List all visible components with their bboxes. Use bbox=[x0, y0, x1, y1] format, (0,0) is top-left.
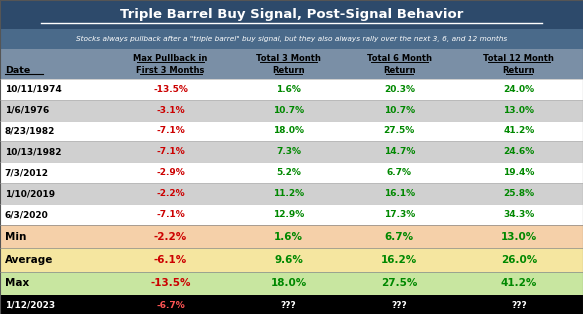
Text: Return: Return bbox=[272, 66, 305, 75]
Bar bbox=[0, 121, 583, 142]
Text: -13.5%: -13.5% bbox=[150, 278, 191, 288]
Text: -13.5%: -13.5% bbox=[153, 84, 188, 94]
Text: 7.3%: 7.3% bbox=[276, 148, 301, 156]
Text: 1/6/1976: 1/6/1976 bbox=[5, 106, 49, 115]
Bar bbox=[0, 49, 583, 78]
Text: 18.0%: 18.0% bbox=[271, 278, 307, 288]
Text: Max Pullback in: Max Pullback in bbox=[134, 54, 208, 63]
Text: 10.7%: 10.7% bbox=[273, 106, 304, 115]
Text: -3.1%: -3.1% bbox=[156, 106, 185, 115]
Text: 10/11/1974: 10/11/1974 bbox=[5, 84, 61, 94]
Bar bbox=[0, 162, 583, 183]
Text: First 3 Months: First 3 Months bbox=[136, 66, 205, 75]
Text: 26.0%: 26.0% bbox=[501, 255, 537, 265]
Bar bbox=[0, 225, 583, 248]
Text: 27.5%: 27.5% bbox=[384, 127, 415, 135]
Bar bbox=[0, 0, 583, 29]
Text: -7.1%: -7.1% bbox=[156, 148, 185, 156]
Text: 16.1%: 16.1% bbox=[384, 189, 415, 198]
Bar bbox=[0, 204, 583, 225]
Text: 5.2%: 5.2% bbox=[276, 168, 301, 177]
Text: Average: Average bbox=[5, 255, 53, 265]
Text: 41.2%: 41.2% bbox=[503, 127, 535, 135]
Bar bbox=[0, 78, 583, 100]
Text: -7.1%: -7.1% bbox=[156, 210, 185, 219]
Text: -6.7%: -6.7% bbox=[156, 300, 185, 310]
Text: 9.6%: 9.6% bbox=[274, 255, 303, 265]
Text: -2.2%: -2.2% bbox=[154, 232, 187, 242]
Text: 10.7%: 10.7% bbox=[384, 106, 415, 115]
Text: 13.0%: 13.0% bbox=[503, 106, 535, 115]
Text: Min: Min bbox=[5, 232, 26, 242]
Text: Max: Max bbox=[5, 278, 29, 288]
Text: -2.2%: -2.2% bbox=[156, 189, 185, 198]
Bar bbox=[0, 29, 583, 49]
Text: 16.2%: 16.2% bbox=[381, 255, 417, 265]
Text: 6.7%: 6.7% bbox=[387, 168, 412, 177]
Text: 1/12/2023: 1/12/2023 bbox=[5, 300, 55, 310]
Text: 6/3/2020: 6/3/2020 bbox=[5, 210, 48, 219]
Text: 17.3%: 17.3% bbox=[384, 210, 415, 219]
Text: Total 12 Month: Total 12 Month bbox=[483, 54, 554, 63]
Bar bbox=[0, 295, 583, 314]
Bar bbox=[0, 100, 583, 121]
Text: ???: ??? bbox=[280, 300, 297, 310]
Text: 8/23/1982: 8/23/1982 bbox=[5, 127, 55, 135]
Text: 12.9%: 12.9% bbox=[273, 210, 304, 219]
Text: Triple Barrel Buy Signal, Post-Signal Behavior: Triple Barrel Buy Signal, Post-Signal Be… bbox=[120, 8, 463, 21]
Text: 1/10/2019: 1/10/2019 bbox=[5, 189, 55, 198]
Text: 18.0%: 18.0% bbox=[273, 127, 304, 135]
Text: ???: ??? bbox=[391, 300, 408, 310]
Text: 34.3%: 34.3% bbox=[503, 210, 535, 219]
Text: 41.2%: 41.2% bbox=[501, 278, 537, 288]
Bar bbox=[0, 272, 583, 295]
Text: Total 3 Month: Total 3 Month bbox=[256, 54, 321, 63]
Text: 6.7%: 6.7% bbox=[385, 232, 414, 242]
Text: 24.6%: 24.6% bbox=[503, 148, 535, 156]
Text: Total 6 Month: Total 6 Month bbox=[367, 54, 432, 63]
Text: ???: ??? bbox=[511, 300, 527, 310]
Text: Stocks always pullback after a "triple barrel" buy signal, but they also always : Stocks always pullback after a "triple b… bbox=[76, 36, 507, 42]
Text: 10/13/1982: 10/13/1982 bbox=[5, 148, 61, 156]
Text: 24.0%: 24.0% bbox=[503, 84, 535, 94]
Text: -7.1%: -7.1% bbox=[156, 127, 185, 135]
Text: 11.2%: 11.2% bbox=[273, 189, 304, 198]
Text: Return: Return bbox=[383, 66, 416, 75]
Bar bbox=[0, 142, 583, 162]
Text: 1.6%: 1.6% bbox=[274, 232, 303, 242]
Text: Date: Date bbox=[5, 66, 30, 75]
Text: 25.8%: 25.8% bbox=[503, 189, 535, 198]
Text: -6.1%: -6.1% bbox=[154, 255, 187, 265]
Text: 19.4%: 19.4% bbox=[503, 168, 535, 177]
Text: 14.7%: 14.7% bbox=[384, 148, 415, 156]
Text: Return: Return bbox=[503, 66, 535, 75]
Text: 13.0%: 13.0% bbox=[501, 232, 537, 242]
Text: 1.6%: 1.6% bbox=[276, 84, 301, 94]
Text: 7/3/2012: 7/3/2012 bbox=[5, 168, 48, 177]
Bar bbox=[0, 248, 583, 272]
Text: 20.3%: 20.3% bbox=[384, 84, 415, 94]
Text: 27.5%: 27.5% bbox=[381, 278, 417, 288]
Bar bbox=[0, 183, 583, 204]
Text: -2.9%: -2.9% bbox=[156, 168, 185, 177]
